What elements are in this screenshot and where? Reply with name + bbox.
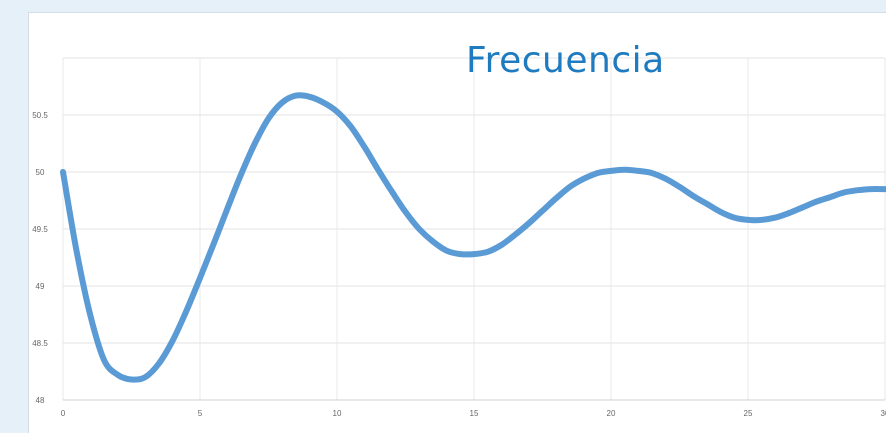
y-tick-label: 50.5 (32, 111, 48, 120)
x-tick-label: 10 (333, 409, 342, 418)
y-tick-label: 49.5 (32, 225, 48, 234)
y-tick-label: 48 (36, 396, 45, 405)
chart-title: Frecuencia (466, 40, 665, 81)
series-line (60, 92, 886, 383)
y-tick-label: 50 (36, 168, 45, 177)
y-tick-label: 48.5 (32, 339, 48, 348)
chart-panel (28, 12, 886, 433)
x-tick-label: 20 (607, 409, 616, 418)
x-tick-label: 15 (470, 409, 479, 418)
x-tick-label: 25 (744, 409, 753, 418)
x-tick-label: 5 (198, 409, 203, 418)
x-tick-label: 0 (61, 409, 66, 418)
y-tick-label: 49 (36, 282, 45, 291)
x-tick-label: 30 (881, 409, 886, 418)
